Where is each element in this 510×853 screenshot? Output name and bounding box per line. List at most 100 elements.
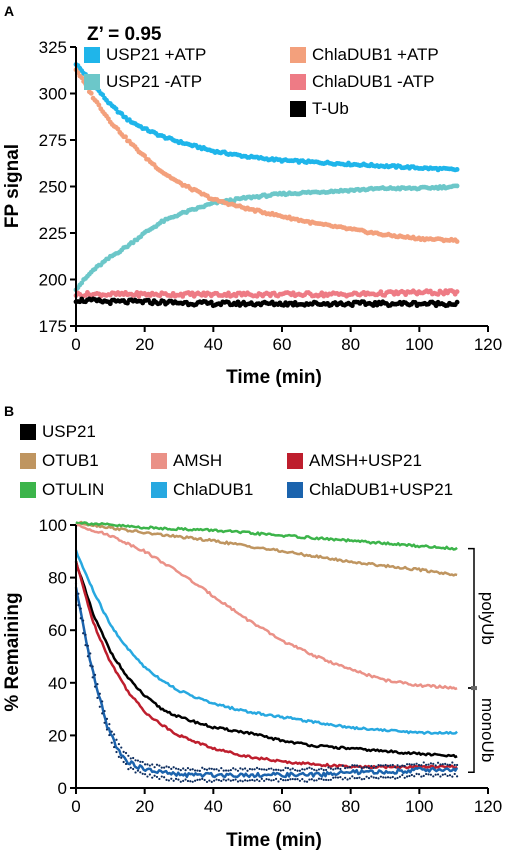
- panel-b-x-tick-label: 120: [474, 797, 502, 816]
- legend-item-usp21-atp: USP21 +ATP: [84, 45, 206, 64]
- legend-swatch: [290, 101, 306, 117]
- replicate-dot: [205, 780, 209, 784]
- replicate-dot: [148, 764, 151, 767]
- replicate-dot: [89, 664, 92, 667]
- replicate-dot: [358, 776, 361, 779]
- replicate-dot: [96, 683, 99, 686]
- replicate-dot: [391, 775, 394, 779]
- replicate-dot: [348, 777, 352, 780]
- replicate-dot: [348, 766, 352, 769]
- data-point: [134, 290, 140, 295]
- replicate-dot: [91, 676, 94, 679]
- replicate-dot: [124, 751, 128, 755]
- panel-a-x-tick-label: 80: [341, 335, 360, 354]
- replicate-dot: [396, 764, 399, 767]
- legend-swatch: [290, 74, 306, 90]
- replicate-dot: [170, 767, 173, 771]
- replicate-dot: [355, 764, 359, 767]
- replicate-dot: [255, 766, 259, 769]
- replicate-dot: [263, 779, 266, 782]
- replicate-dot: [84, 644, 87, 647]
- replicate-dot: [384, 776, 387, 779]
- replicate-dot: [441, 763, 444, 766]
- series-t-ub: [73, 296, 460, 309]
- panel-b-y-tick-label: 60: [48, 621, 67, 640]
- replicate-dot: [417, 773, 421, 776]
- replicate-dot: [124, 762, 128, 766]
- legend-item-amsh: AMSH: [151, 451, 222, 470]
- replicate-dot: [77, 604, 80, 607]
- replicate-dot: [260, 768, 263, 771]
- replicate-dot: [303, 768, 306, 771]
- replicate-dot: [329, 767, 332, 770]
- panel-a-x-tick-label: 40: [204, 335, 223, 354]
- data-point: [454, 239, 460, 244]
- replicate-dot: [155, 763, 159, 766]
- panel-a-legend: USP21 +ATP ChlaDUB1 +ATP USP21 -ATP ChlaDUB…: [84, 45, 439, 118]
- replicate-dot: [146, 763, 149, 766]
- replicate-dot: [222, 778, 225, 781]
- replicate-dot: [113, 733, 116, 736]
- replicate-dot: [248, 779, 251, 782]
- panel-b-brackets: polyUb monoUb: [468, 547, 497, 773]
- replicate-dot: [246, 779, 249, 782]
- replicate-dot: [255, 778, 259, 781]
- replicate-dot: [224, 769, 228, 772]
- legend-item-chladub1-usp21: ChlaDUB1+USP21: [287, 480, 453, 499]
- replicate-dot: [434, 764, 437, 767]
- replicate-dot: [155, 775, 159, 779]
- replicate-dot: [436, 761, 440, 764]
- replicate-dot: [384, 763, 387, 767]
- replicate-dot: [291, 777, 294, 781]
- replicate-dot: [317, 768, 321, 771]
- replicate-dot: [310, 767, 313, 770]
- replicate-dot: [196, 769, 199, 772]
- replicate-dot: [177, 778, 180, 781]
- replicate-dot: [339, 767, 342, 771]
- series-chladub1-atp: [73, 288, 460, 299]
- replicate-dot: [136, 769, 140, 772]
- replicate-dot: [113, 745, 116, 749]
- panel-b-y-tick-label: 80: [48, 569, 67, 588]
- replicate-dot: [165, 765, 168, 768]
- legend-item-usp21-atp: USP21 -ATP: [84, 72, 202, 91]
- replicate-dot: [184, 778, 187, 781]
- replicate-dot: [91, 665, 94, 668]
- replicate-dot: [351, 764, 354, 767]
- replicate-dot: [401, 773, 404, 777]
- data-point: [454, 167, 460, 172]
- replicate-dot: [108, 733, 111, 737]
- legend-swatch: [151, 453, 167, 469]
- replicate-dot: [367, 777, 371, 780]
- replicate-dot: [355, 776, 359, 780]
- panel-b-x-axis-title: Time (min): [226, 830, 322, 851]
- replicate-dot: [444, 762, 447, 765]
- replicate-dot: [86, 655, 90, 658]
- replicate-dot: [93, 673, 97, 676]
- replicate-dot: [163, 776, 166, 779]
- replicate-dot: [220, 779, 223, 783]
- replicate-dot: [296, 769, 299, 772]
- panel-b-x-tick-label: 20: [135, 797, 154, 816]
- replicate-dot: [422, 774, 425, 777]
- bracket-line: [468, 547, 475, 689]
- replicate-dot: [341, 764, 344, 767]
- panel-b-x-tick-label: 100: [405, 797, 433, 816]
- replicate-dot: [224, 779, 228, 782]
- replicate-dot: [456, 763, 459, 767]
- replicate-dot: [189, 768, 192, 771]
- series-otub1: [75, 520, 458, 577]
- replicate-dot: [172, 766, 175, 769]
- data-point: [88, 90, 94, 96]
- replicate-dot: [272, 778, 275, 782]
- replicate-dot: [358, 765, 361, 768]
- replicate-dot: [420, 775, 423, 778]
- replicate-dot: [336, 776, 340, 779]
- replicate-dot: [422, 761, 425, 764]
- series-chladub1-atp: [73, 67, 460, 244]
- replicate-dot: [201, 777, 204, 781]
- panel-a: A Z’ = 0.95 0 20 40 60 80 100 120 175 200 225 250 2…: [2, 3, 502, 388]
- replicate-dot: [329, 778, 332, 781]
- replicate-dot: [132, 756, 135, 760]
- replicate-dot: [251, 778, 254, 782]
